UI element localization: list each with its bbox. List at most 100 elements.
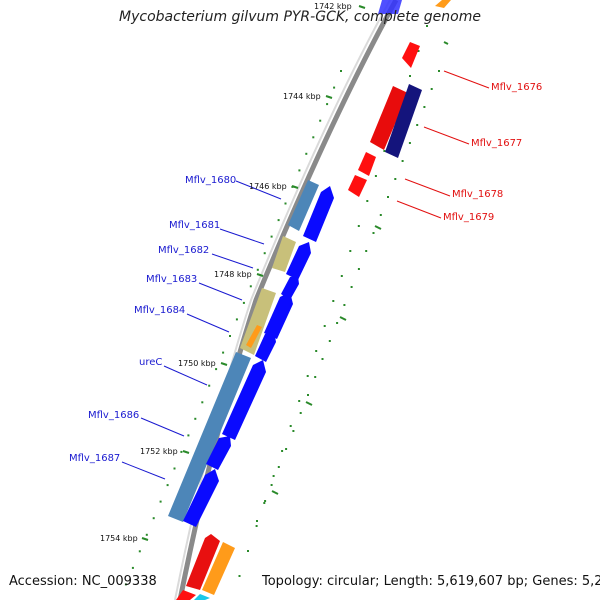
gc-dot bbox=[277, 466, 280, 468]
connector-line bbox=[140, 417, 185, 437]
connector-line bbox=[219, 228, 265, 245]
gc-dot bbox=[307, 394, 309, 396]
gc-dot bbox=[263, 252, 266, 255]
ruler-label: 1754 kbp bbox=[100, 534, 138, 543]
cds-feature[interactable] bbox=[186, 534, 220, 590]
gc-dot bbox=[159, 500, 162, 503]
cds-feature[interactable] bbox=[385, 84, 422, 158]
gc-dot bbox=[438, 70, 440, 72]
ruler-tick bbox=[358, 5, 366, 9]
ruler-labels: 1742 kbp 1744 kbp 1746 kbp 1748 kbp 1750… bbox=[100, 2, 352, 543]
ruler-major-ticks bbox=[141, 5, 449, 541]
ruler-label: 1750 kbp bbox=[178, 359, 216, 368]
gc-dot bbox=[394, 178, 397, 180]
cds-feature[interactable] bbox=[183, 469, 219, 527]
gc-dot bbox=[173, 467, 176, 470]
cds-feature[interactable] bbox=[202, 542, 235, 595]
cds-feature[interactable] bbox=[206, 436, 231, 470]
gc-dot bbox=[350, 286, 353, 288]
cds-feature[interactable] bbox=[402, 42, 420, 68]
cds-feature[interactable] bbox=[378, 0, 402, 14]
gc-dot bbox=[298, 169, 301, 172]
ruler-label: 1742 kbp bbox=[314, 2, 352, 11]
gc-dot bbox=[299, 412, 302, 414]
forward-strand-features bbox=[168, 180, 334, 600]
gene-label[interactable]: Mflv_1679 bbox=[443, 212, 494, 223]
gene-feature[interactable] bbox=[168, 352, 251, 522]
genome-summary-text: Topology: circular; Length: 5,619,607 bp… bbox=[262, 574, 600, 589]
gc-dot bbox=[365, 250, 368, 252]
gc-dot bbox=[292, 430, 295, 432]
cds-feature[interactable] bbox=[370, 86, 408, 150]
cds-feature[interactable] bbox=[281, 276, 299, 300]
cds-feature[interactable] bbox=[255, 331, 276, 362]
cds-feature[interactable] bbox=[176, 590, 196, 600]
gene-label[interactable]: Mflv_1681 bbox=[169, 220, 220, 231]
ruler-tick bbox=[141, 537, 149, 541]
gene-label[interactable]: Mflv_1682 bbox=[158, 245, 209, 256]
gc-dot bbox=[263, 502, 266, 504]
cds-feature[interactable] bbox=[435, 0, 451, 8]
gene-label[interactable]: Mflv_1687 bbox=[69, 453, 120, 464]
gc-dot bbox=[319, 119, 322, 122]
gc-dot bbox=[383, 150, 386, 152]
cds-feature[interactable] bbox=[286, 242, 311, 280]
gc-dot bbox=[372, 232, 375, 234]
gc-dot bbox=[326, 103, 329, 106]
gene-label[interactable]: ureC bbox=[139, 357, 162, 368]
gc-dot bbox=[366, 200, 369, 202]
gc-dot bbox=[277, 219, 280, 222]
gene-label[interactable]: Mflv_1676 bbox=[491, 82, 542, 93]
gc-dot bbox=[124, 583, 127, 586]
gene-feature[interactable] bbox=[288, 180, 319, 231]
cds-feature[interactable] bbox=[358, 152, 376, 176]
ruler-tick bbox=[443, 41, 449, 45]
gc-dot bbox=[401, 160, 404, 162]
gc-dot bbox=[305, 152, 308, 155]
cds-feature[interactable] bbox=[264, 292, 293, 339]
gc-dot bbox=[336, 322, 339, 324]
gc-dot bbox=[340, 275, 343, 277]
cds-feature[interactable] bbox=[303, 186, 334, 242]
cds-feature[interactable] bbox=[194, 594, 210, 600]
ruler-label: 1746 kbp bbox=[249, 182, 287, 191]
gc-dot bbox=[281, 450, 284, 452]
ruler-label: 1744 kbp bbox=[283, 92, 321, 101]
gc-dot bbox=[426, 25, 428, 27]
gc-dot bbox=[343, 304, 346, 306]
gene-label[interactable]: Mflv_1686 bbox=[88, 410, 139, 421]
connector-line bbox=[404, 178, 451, 197]
gene-label[interactable]: Mflv_1677 bbox=[471, 138, 522, 149]
gene-feature[interactable] bbox=[240, 288, 276, 355]
gc-dot bbox=[357, 268, 360, 270]
gc-dot bbox=[289, 425, 292, 427]
gc-dot bbox=[315, 350, 318, 352]
map-title: Mycobacterium gilvum PYR-GCK, complete g… bbox=[119, 9, 481, 25]
gc-dot bbox=[145, 533, 148, 536]
gc-dot bbox=[423, 106, 426, 108]
gc-dot bbox=[340, 70, 342, 72]
gene-feature[interactable] bbox=[246, 325, 262, 348]
ruler-tick bbox=[374, 225, 382, 230]
cds-feature[interactable] bbox=[222, 360, 266, 440]
gc-dot bbox=[374, 175, 377, 177]
cds-feature[interactable] bbox=[348, 175, 367, 197]
gene-feature[interactable] bbox=[272, 236, 296, 272]
gene-label[interactable]: Mflv_1683 bbox=[146, 274, 197, 285]
gc-dot bbox=[256, 520, 258, 522]
ruler-tick bbox=[291, 185, 299, 189]
gc-dot bbox=[201, 401, 204, 404]
gc-dot bbox=[194, 417, 197, 420]
gc-dot bbox=[152, 517, 155, 520]
connector-line bbox=[423, 126, 470, 145]
gene-label[interactable]: Mflv_1684 bbox=[134, 305, 185, 316]
connector-line bbox=[235, 180, 282, 200]
gc-dot bbox=[131, 566, 134, 569]
gene-label[interactable]: Mflv_1678 bbox=[452, 189, 503, 200]
connector-line bbox=[163, 365, 208, 386]
gene-label[interactable]: Mflv_1680 bbox=[185, 175, 236, 186]
reverse-strand-features bbox=[348, 0, 451, 197]
connector-line bbox=[198, 282, 243, 301]
